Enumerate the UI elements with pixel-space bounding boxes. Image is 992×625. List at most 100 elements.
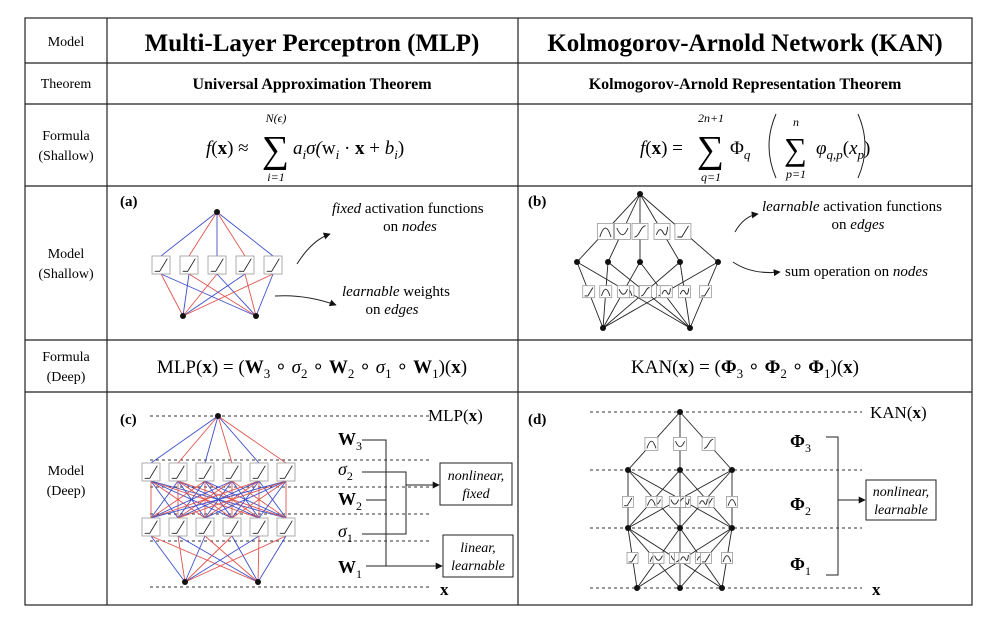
text-piece: ) = — [661, 138, 683, 159]
text-piece: i — [336, 147, 340, 162]
text-piece: f — [640, 138, 648, 159]
text-piece: ) — [461, 357, 467, 378]
activation-curve — [624, 497, 633, 507]
text-piece: 2 — [301, 366, 308, 381]
activation-box — [616, 285, 630, 299]
text-piece: ( — [211, 138, 217, 159]
output-label: MLP(x) — [428, 406, 483, 425]
text-piece: MLP( — [157, 357, 202, 378]
text-piece: ∘ — [392, 357, 413, 378]
formula: aiσ(wi · x + bi) — [293, 138, 404, 162]
activation-box — [263, 255, 283, 275]
activation-curve — [722, 555, 732, 563]
big-paren — [768, 113, 777, 179]
layer-label: Φ2 — [790, 494, 811, 518]
layer-label: σ1 — [338, 521, 353, 545]
text-piece: ) — [398, 138, 404, 159]
panel-label: (d) — [528, 412, 546, 428]
activation-box — [195, 462, 215, 482]
text-piece: Φ — [721, 357, 737, 378]
activation-box — [276, 517, 296, 537]
activation-curve — [225, 465, 239, 479]
edge — [182, 273, 218, 317]
note-box-text: linear, — [460, 541, 495, 556]
sum-sign: ∑ — [784, 131, 807, 167]
text-piece: ∘ — [743, 357, 764, 378]
mlp-theorem: Universal Approximation Theorem — [192, 76, 432, 93]
activation-box — [168, 517, 188, 537]
row-label: (Deep) — [47, 370, 86, 385]
activation-box — [721, 552, 733, 564]
activation-box — [168, 462, 188, 482]
activation-box — [222, 517, 242, 537]
text-piece: W — [245, 357, 264, 378]
text-piece: 1 — [356, 567, 362, 581]
edge — [188, 273, 257, 317]
edge — [216, 211, 274, 257]
activation-curve — [616, 227, 629, 236]
activation-curve — [198, 520, 212, 534]
text-piece: W — [338, 557, 356, 577]
activation-box — [179, 255, 199, 275]
activation-curve — [675, 441, 686, 448]
layer-label: σ2 — [338, 459, 353, 483]
edge — [150, 535, 186, 583]
text-piece: 2 — [347, 469, 353, 483]
edge — [257, 535, 260, 583]
formula: MLP(x) = (W3 ∘ σ2 ∘ W2 ∘ σ1 ∘ W1)(x) — [157, 357, 467, 381]
layer-label: Φ3 — [790, 431, 811, 455]
activation-curve — [266, 258, 280, 272]
text-piece: ∘ — [307, 357, 328, 378]
activation-curve — [198, 465, 212, 479]
text-piece: 1 — [347, 531, 353, 545]
activation-curve — [661, 288, 671, 295]
text-piece: q — [744, 147, 751, 162]
node — [625, 467, 631, 473]
text-piece: ∘ — [354, 357, 375, 378]
activation-curve — [654, 555, 663, 561]
activation-box — [207, 255, 227, 275]
edge — [255, 273, 274, 317]
sum-sign: ∑ — [697, 129, 724, 171]
activation-box — [668, 495, 681, 508]
text-piece: weights — [400, 284, 451, 300]
text-piece: 3 — [356, 439, 362, 453]
node — [677, 259, 683, 265]
panel-label: (b) — [528, 194, 546, 210]
activation-curve — [640, 287, 650, 297]
activation-box — [151, 255, 171, 275]
table-grid — [25, 18, 972, 605]
text-piece: activation functions — [820, 199, 943, 215]
node — [605, 259, 611, 265]
activation-curve — [670, 499, 680, 505]
activation-box — [222, 462, 242, 482]
note-box-text: learnable — [874, 503, 928, 518]
text-piece: W — [329, 357, 348, 378]
row-label: Formula — [42, 129, 90, 144]
annotation: on nodes — [383, 219, 437, 235]
layer-label: W3 — [338, 429, 362, 453]
text-piece: sum operation on — [785, 264, 893, 280]
edge — [204, 535, 259, 583]
note-box-text: learnable — [451, 559, 505, 574]
activation-curve — [727, 499, 737, 506]
text-piece: x — [843, 357, 853, 378]
row-label: Formula — [42, 350, 90, 365]
activation-curve — [144, 465, 158, 479]
layer-label: Φ1 — [790, 554, 811, 578]
text-piece: 1 — [385, 366, 392, 381]
activation-box — [141, 517, 161, 537]
text-piece: w — [322, 138, 336, 159]
edge — [177, 480, 287, 519]
text-piece: fixed — [332, 201, 362, 217]
node — [214, 209, 220, 215]
node — [637, 259, 643, 265]
text-piece: x — [679, 357, 689, 378]
kan-theorem: Kolmogorov-Arnold Representation Theorem — [589, 76, 902, 93]
text-piece: q,p — [827, 147, 844, 162]
text-piece: σ — [338, 459, 348, 479]
text-piece: φ — [816, 138, 827, 159]
activation-curve — [618, 289, 628, 295]
